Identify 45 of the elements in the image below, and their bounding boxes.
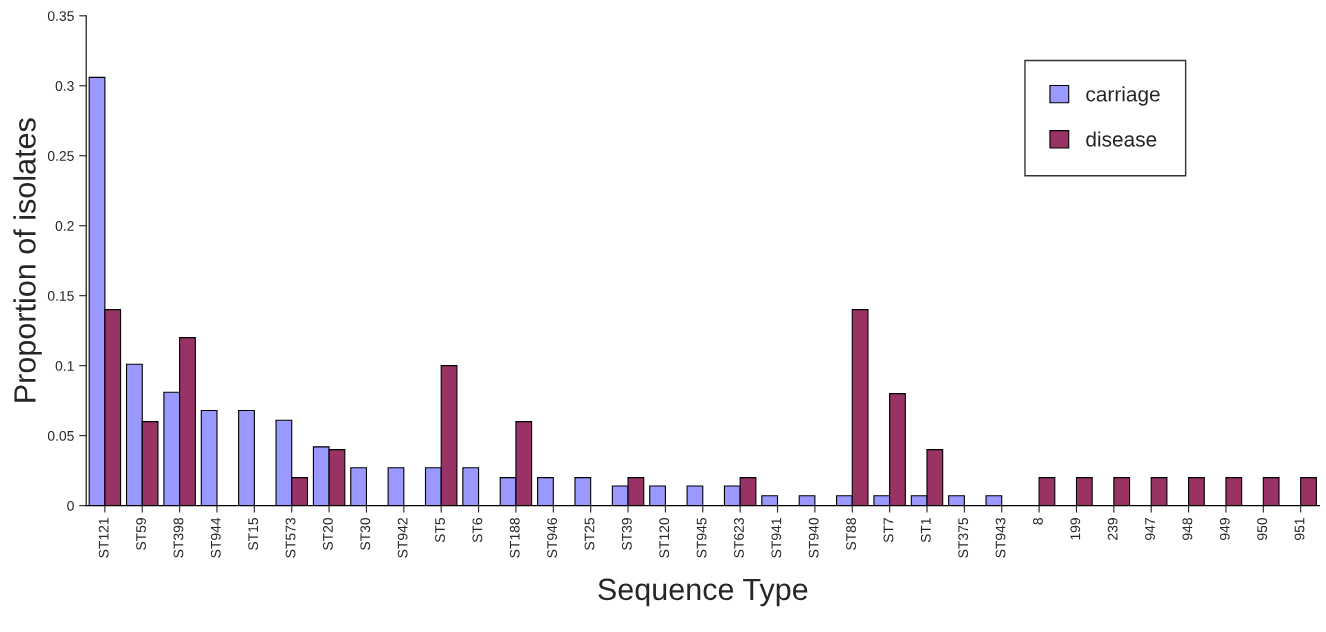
y-tick-label: 0.05 (47, 430, 74, 441)
x-tick-label: 949 (1219, 518, 1230, 540)
x-tick-label: 948 (1182, 518, 1193, 540)
y-tick-label: 0.1 (55, 360, 74, 371)
y-tick-label: 0.25 (47, 151, 74, 161)
x-tick-label: ST943 (995, 518, 1006, 558)
x-tick-label: ST375 (958, 517, 969, 558)
x-tick-label: ST940 (808, 517, 819, 558)
y-tick-label: 0.35 (47, 11, 74, 21)
x-tick-label: 8 (1033, 518, 1043, 525)
x-tick-label: ST6 (472, 518, 483, 543)
x-axis-title: Sequence Type (598, 578, 808, 607)
x-tick-label: ST5 (435, 517, 445, 543)
x-tick-label: ST1 (920, 518, 931, 543)
y-tick-label: 0.3 (55, 81, 74, 91)
x-tick-label: ST39 (621, 518, 632, 550)
x-tick-label: ST88 (846, 518, 856, 550)
x-tick-label: ST945 (696, 517, 707, 558)
legend-label: disease (1086, 131, 1157, 147)
x-tick-label: ST946 (547, 518, 558, 558)
x-tick-label: ST188 (509, 518, 520, 558)
x-tick-label: ST944 (210, 517, 221, 558)
y-axis-title: Proportion of isolates (13, 118, 42, 402)
x-tick-label: 947 (1145, 518, 1155, 540)
x-tick-label: ST573 (285, 518, 296, 558)
x-tick-label: ST20 (322, 517, 333, 550)
x-tick-label: ST941 (771, 518, 782, 558)
x-tick-label: ST398 (173, 518, 184, 558)
x-tick-label: 950 (1257, 517, 1268, 540)
x-tick-label: ST7 (883, 518, 894, 543)
x-tick-label: ST30 (360, 517, 371, 550)
x-tick-label: ST15 (248, 517, 259, 550)
y-tick-label: 0.2 (55, 221, 74, 231)
x-tick-label: ST59 (136, 518, 146, 550)
y-tick-label: 0.15 (47, 291, 74, 301)
x-tick-label: ST25 (584, 517, 595, 550)
legend-label: carriage (1086, 86, 1160, 106)
y-tick-label: 0 (67, 500, 74, 511)
x-tick-label: ST623 (734, 518, 744, 558)
x-tick-label: 239 (1107, 518, 1118, 540)
x-tick-label: 951 (1294, 518, 1305, 540)
x-tick-label: 199 (1070, 518, 1081, 540)
x-tick-label: ST120 (659, 517, 670, 558)
x-tick-label: ST942 (397, 518, 408, 558)
x-tick-label: ST121 (98, 518, 109, 558)
